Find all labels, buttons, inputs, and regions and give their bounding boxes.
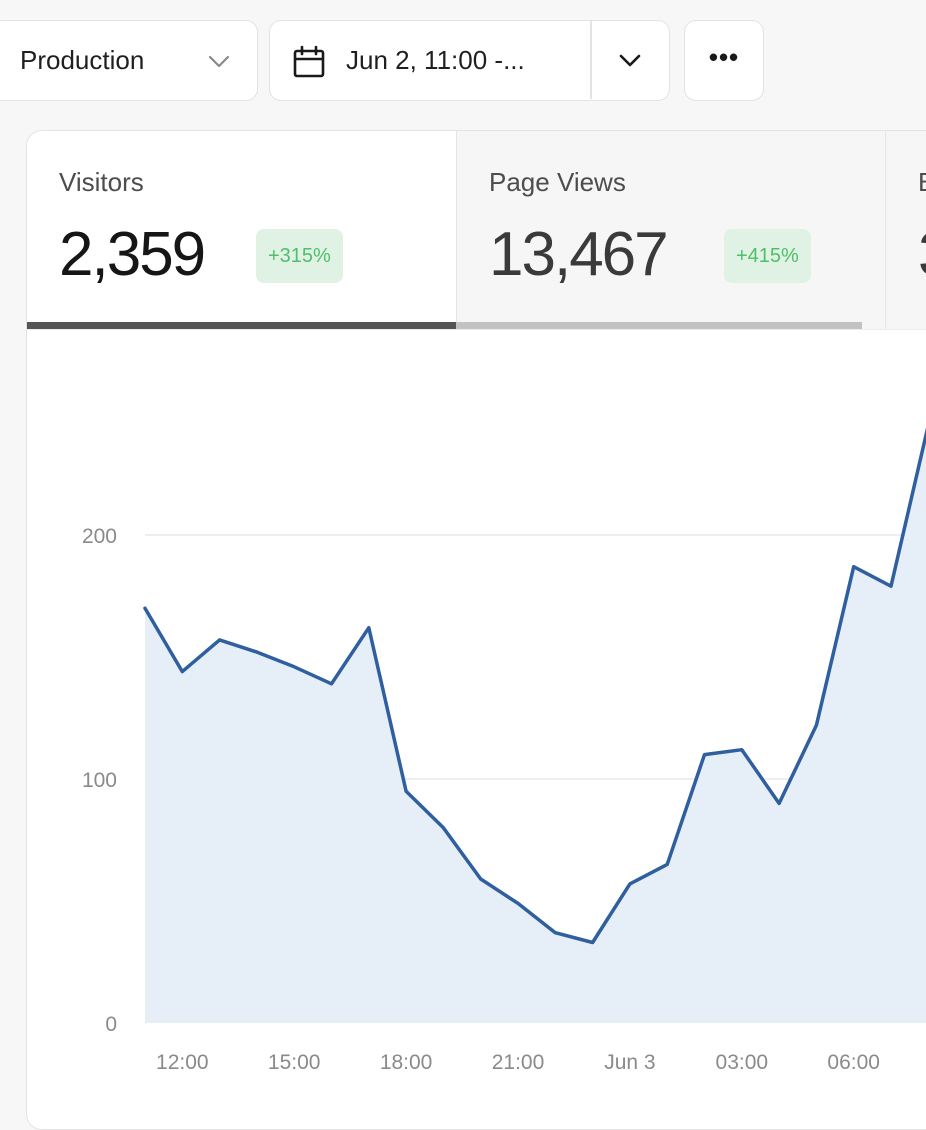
date-range-select[interactable]: Jun 2, 11:00 -... bbox=[269, 20, 670, 101]
tab-visitors[interactable]: Visitors 2,359 +315% bbox=[27, 131, 456, 329]
calendar-icon bbox=[293, 45, 325, 78]
x-tick-label: 21:00 bbox=[492, 1051, 545, 1074]
x-tick-label: 12:00 bbox=[156, 1051, 209, 1074]
tab-title: Visitors bbox=[59, 167, 144, 197]
tab-value: 2,359 bbox=[59, 220, 206, 289]
y-tick-label: 100 bbox=[82, 769, 117, 792]
chevron-down-icon[interactable] bbox=[618, 48, 642, 72]
tab-value: 3 bbox=[918, 219, 926, 290]
tab-page-views[interactable]: Page Views 13,467 +415% bbox=[456, 131, 885, 329]
environment-label: Production bbox=[20, 45, 145, 75]
more-options-button[interactable]: ••• bbox=[684, 20, 764, 101]
tab-title: B bbox=[918, 167, 926, 198]
tab-third-metric[interactable]: B 3 bbox=[885, 131, 926, 329]
tab-indicator bbox=[456, 322, 862, 329]
chevron-down-icon bbox=[208, 55, 230, 68]
series-area bbox=[145, 435, 926, 1023]
date-range-label: Jun 2, 11:00 -... bbox=[346, 45, 525, 75]
y-tick-label: 200 bbox=[82, 525, 117, 548]
tab-value: 13,467 bbox=[489, 220, 669, 289]
divider bbox=[590, 21, 592, 99]
change-badge: +315% bbox=[256, 229, 343, 283]
active-tab-indicator bbox=[27, 322, 456, 329]
y-tick-label: 0 bbox=[105, 1013, 117, 1036]
x-tick-label: 06:00 bbox=[827, 1051, 880, 1074]
toolbar: Production Jun 2, 11:00 -... ••• bbox=[0, 20, 926, 101]
x-tick-label: Jun 3 bbox=[604, 1051, 655, 1074]
more-icon: ••• bbox=[708, 41, 740, 72]
change-badge: +415% bbox=[724, 229, 811, 283]
tab-title: Page Views bbox=[489, 167, 626, 197]
x-tick-label: 15:00 bbox=[268, 1051, 321, 1074]
environment-select[interactable]: Production bbox=[0, 20, 258, 101]
x-tick-label: 03:00 bbox=[716, 1051, 769, 1074]
x-tick-label: 18:00 bbox=[380, 1051, 433, 1074]
analytics-card: Visitors 2,359 +315% Page Views 13,467 +… bbox=[26, 130, 926, 1130]
series-line bbox=[143, 427, 926, 945]
visitors-chart: 0 100 200 12:00 15:00 18:00 21:00 Jun 3 03:00 06:… bbox=[82, 427, 926, 1074]
chart-area: 0 100 200 12:00 15:00 18:00 21:00 Jun 3 03:00 06:… bbox=[27, 329, 926, 1129]
